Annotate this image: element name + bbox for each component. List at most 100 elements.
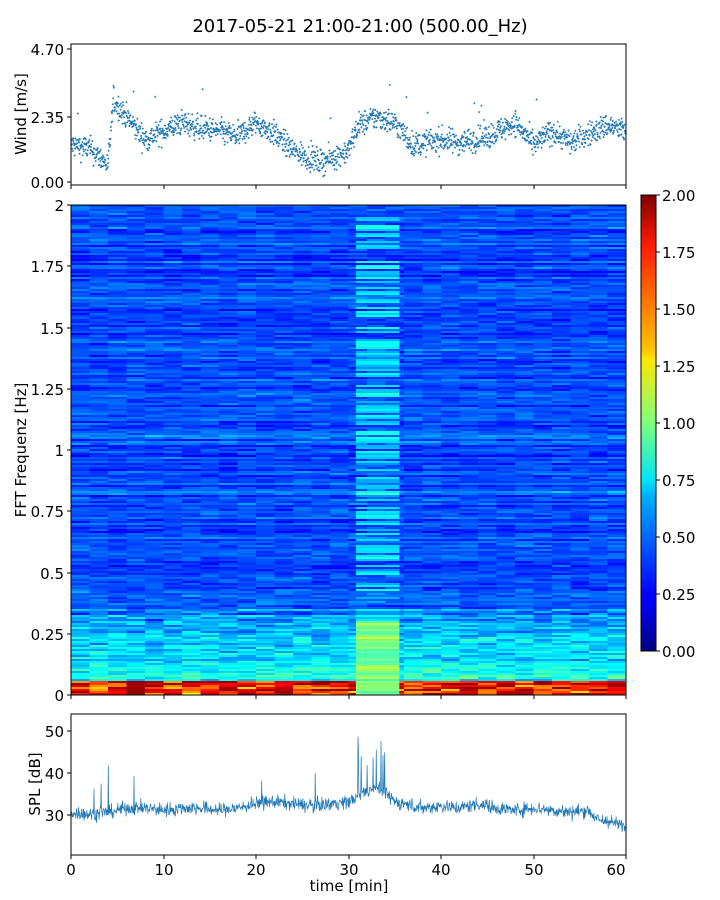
- spectrogram-cell: [552, 515, 571, 518]
- spectrogram-cell: [330, 443, 349, 446]
- spectrogram-cell: [404, 279, 423, 282]
- spectrogram-cell: [182, 413, 201, 416]
- spectrogram-cell: [441, 521, 460, 524]
- spectrogram-band-cell: [355, 521, 400, 524]
- spectrogram-cell: [385, 279, 405, 282]
- spectrogram-cell: [200, 357, 220, 360]
- spectrogram-cell: [71, 347, 90, 350]
- spectrogram-cell: [441, 421, 460, 424]
- spectrogram-cell: [367, 399, 386, 402]
- spectrogram-cell: [422, 209, 442, 212]
- spectrogram-cell: [478, 399, 497, 402]
- spectrogram-cell: [515, 519, 534, 522]
- spectrogram-cell: [126, 417, 146, 420]
- spectrogram-cell: [404, 455, 423, 458]
- spectrogram-cell: [182, 485, 201, 488]
- spectrogram-cell: [256, 243, 275, 246]
- spectrogram-cell: [533, 407, 553, 410]
- spectrogram-cell: [570, 491, 590, 494]
- spectrogram-cell: [478, 363, 497, 366]
- spectrogram-cell: [145, 257, 164, 260]
- spectrogram-cell: [145, 409, 164, 412]
- spectrogram-cell: [552, 439, 571, 442]
- spectrogram-cell: [256, 363, 275, 366]
- spectrogram-cell: [274, 223, 294, 226]
- spectrogram-cell: [163, 499, 183, 502]
- spectrogram-cell: [219, 325, 238, 328]
- spectrogram-cell: [89, 249, 109, 252]
- spectrogram-band-cell: [355, 345, 400, 348]
- spectrogram-cell: [330, 231, 349, 234]
- spectrogram-cell: [237, 427, 257, 430]
- spectrogram-cell: [256, 477, 275, 480]
- spectrogram-cell: [182, 209, 201, 212]
- spectrogram-cell: [496, 501, 516, 504]
- spectrogram-cell: [182, 247, 201, 250]
- spectrogram-cell: [533, 259, 553, 262]
- spectrogram-cell: [182, 361, 201, 364]
- spectrogram-cell: [237, 333, 257, 336]
- spectrogram-cell: [552, 243, 571, 246]
- spectrogram-cell: [404, 467, 423, 470]
- spectrogram-cell: [496, 509, 516, 512]
- spectrogram-cell: [496, 261, 516, 264]
- spectrogram-cell: [404, 225, 423, 228]
- spectrogram-cell: [311, 385, 331, 388]
- spectrogram-cell: [71, 477, 90, 480]
- spectrogram-cell: [293, 521, 312, 524]
- spectrogram-cell: [422, 317, 442, 320]
- spectrogram-cell: [145, 393, 164, 396]
- spectrogram-cell: [607, 365, 627, 368]
- spectrogram-cell: [256, 235, 275, 238]
- spectrogram-cell: [200, 297, 220, 300]
- spectrogram-cell: [126, 247, 146, 250]
- spectrogram-cell: [71, 345, 90, 348]
- spectrogram-cell: [607, 293, 627, 296]
- spectrogram-cell: [459, 421, 479, 424]
- spectrogram-cell: [237, 259, 257, 262]
- spectrogram-cell: [219, 231, 238, 234]
- spectrogram-cell: [200, 477, 220, 480]
- spectrogram-cell: [607, 217, 627, 220]
- spectrogram-cell: [607, 367, 627, 370]
- spectrogram-cell: [404, 347, 423, 350]
- spectrogram-cell: [145, 531, 164, 534]
- spectrogram-cell: [200, 507, 220, 510]
- spectrogram-cell: [219, 427, 238, 430]
- spectrogram-cell: [89, 407, 109, 410]
- spectrogram-cell: [589, 525, 608, 528]
- spectrogram-cell: [126, 491, 146, 494]
- spectrogram-cell: [441, 273, 460, 276]
- spectrogram-cell: [478, 387, 497, 390]
- spectrogram-cell: [533, 431, 553, 434]
- spectrogram-cell: [108, 229, 127, 232]
- spectrogram-cell: [496, 455, 516, 458]
- spectrogram-cell: [126, 415, 146, 418]
- spectrogram-cell: [89, 491, 109, 494]
- spectrogram-cell: [552, 355, 571, 358]
- spectrogram-cell: [311, 371, 331, 374]
- spectrogram-cell: [422, 395, 442, 398]
- spectrogram-cell: [274, 347, 294, 350]
- spectrogram-cell: [274, 233, 294, 236]
- spectrogram-cell: [422, 447, 442, 450]
- spectrogram-cell: [478, 519, 497, 522]
- spectrogram-cell: [422, 475, 442, 478]
- spectrogram-cell: [237, 481, 257, 484]
- spectrogram-cell: [533, 477, 553, 480]
- spectrogram-cell: [274, 423, 294, 426]
- spectrogram-cell: [515, 343, 534, 346]
- spectrogram-cell: [441, 343, 460, 346]
- spectrogram-cell: [163, 289, 183, 292]
- spectrogram-cell: [219, 413, 238, 416]
- spectrogram-cell: [515, 267, 534, 270]
- spectrogram-cell: [348, 269, 368, 272]
- spectrogram-cell: [533, 235, 553, 238]
- spectrogram-cell: [478, 335, 497, 338]
- spectrogram-cell: [200, 415, 220, 418]
- spectrogram-cell: [570, 259, 590, 262]
- spectrogram-cell: [515, 403, 534, 406]
- spectrogram-cell: [311, 275, 331, 278]
- spectrogram-cell: [441, 341, 460, 344]
- spectrogram-cell: [237, 473, 257, 476]
